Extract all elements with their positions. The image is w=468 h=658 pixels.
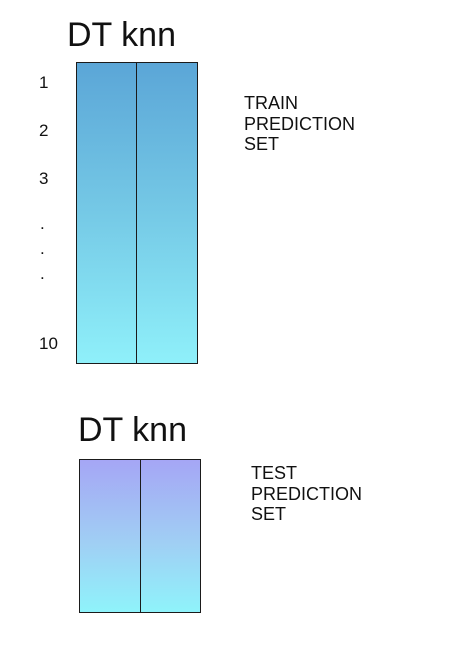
test-label-line: TEST [251,463,298,483]
test-prediction-set-label: TEST PREDICTION SET [251,463,362,525]
test-column-divider [140,460,141,612]
train-row-label-2: 2 [39,121,49,140]
train-label-line: PREDICTION [244,113,356,134]
test-label-line: SET [251,504,287,525]
train-column-divider [136,63,137,363]
train-row-label-3: 3 [39,169,49,188]
train-row-label-1: 1 [39,73,49,92]
train-row-ellipsis-dot: . [40,214,45,233]
train-row-ellipsis-dot: . [40,264,45,283]
train-prediction-matrix [76,62,198,364]
train-row-label-10: 10 [39,334,58,353]
train-prediction-set-label: TRAIN PREDICTION SET [244,93,355,155]
train-column-headers: DT knn [67,16,176,54]
train-label-line: TRAIN [244,93,298,113]
test-prediction-matrix [79,459,201,613]
test-label-line: PREDICTION [251,483,363,504]
train-label-line: SET [244,134,280,155]
train-row-ellipsis-dot: . [40,239,45,258]
test-column-headers: DT knn [78,411,187,449]
